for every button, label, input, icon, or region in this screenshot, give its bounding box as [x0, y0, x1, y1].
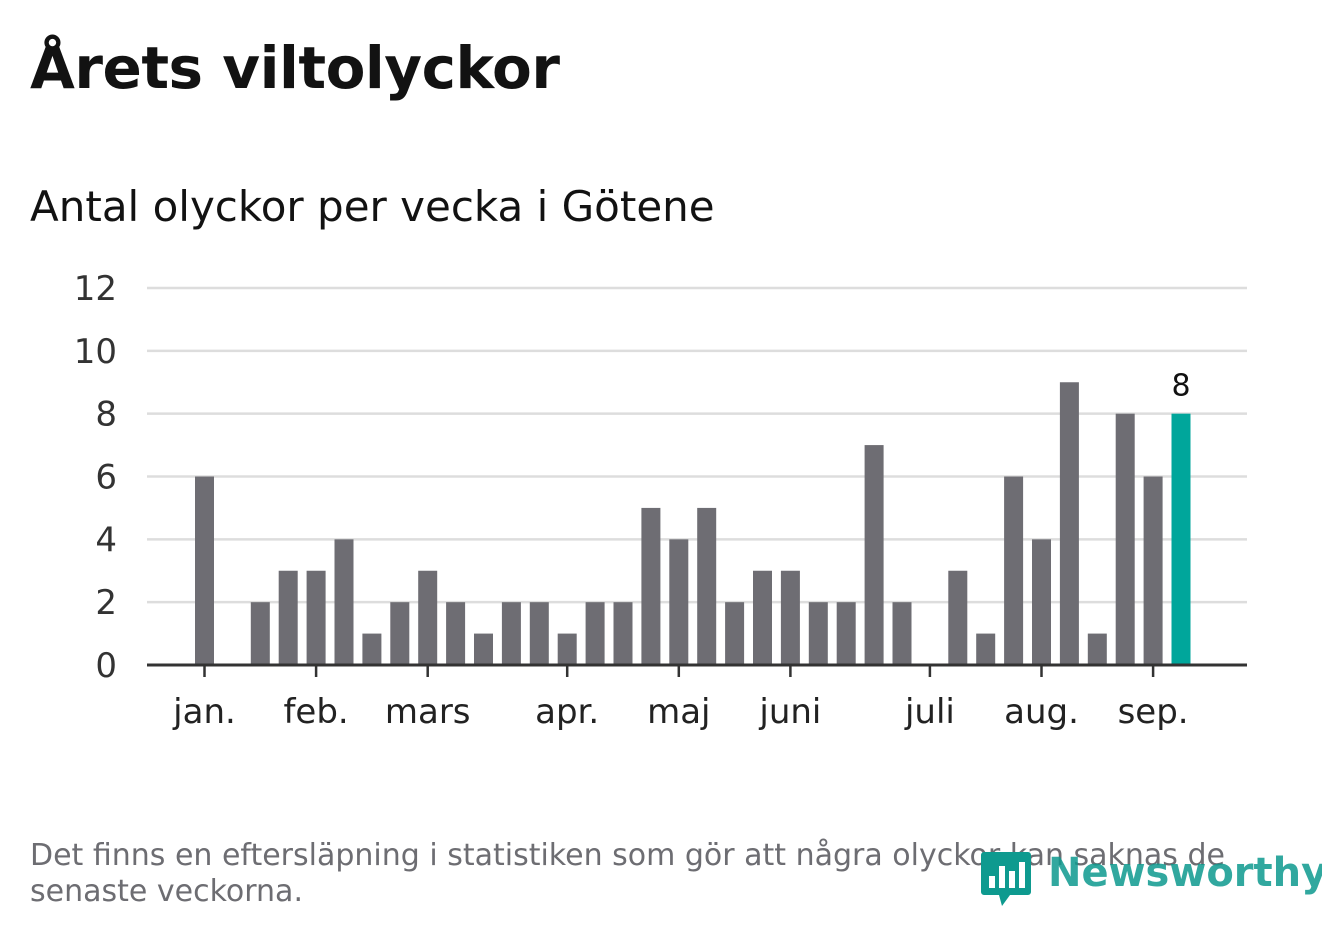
bar	[1143, 476, 1163, 665]
bar	[1115, 413, 1135, 665]
bar	[780, 570, 800, 665]
bar	[836, 602, 856, 665]
bar	[585, 602, 605, 665]
bar	[669, 539, 689, 665]
bar-highlight	[1171, 413, 1191, 665]
bar	[725, 602, 745, 665]
bar	[474, 633, 493, 665]
bar-chart: 0 2 4 6 8 10 12 8 jan. feb. mars apr. maj juni juli aug…	[74, 269, 1247, 732]
x-tick-label: apr.	[535, 692, 599, 732]
bar	[1087, 633, 1107, 665]
bar	[613, 602, 633, 665]
bar	[501, 602, 521, 665]
bar	[697, 507, 717, 665]
bar	[557, 633, 577, 665]
bar	[278, 570, 298, 665]
bar	[864, 445, 884, 665]
chart-subtitle: Antal olyckor per vecka i Götene	[30, 182, 715, 231]
data-label: 8	[1171, 369, 1190, 404]
x-tick-label: sep.	[1118, 692, 1189, 732]
bar	[753, 570, 772, 665]
bar	[892, 602, 912, 665]
bar	[529, 602, 549, 665]
bar	[808, 602, 828, 665]
logo-text: Newsworthy	[1048, 850, 1322, 896]
bar	[641, 507, 661, 665]
bar	[306, 570, 326, 665]
bar-chart-speech-bubble-icon	[981, 852, 1031, 906]
x-tick-label: juli	[904, 692, 955, 732]
x-tick-label: maj	[647, 692, 710, 732]
x-tick-label: feb.	[283, 692, 348, 732]
x-tick-label: jan.	[172, 692, 236, 732]
x-tick-label: mars	[385, 692, 471, 732]
bar	[976, 633, 996, 665]
bar	[948, 570, 968, 665]
bar	[1032, 539, 1051, 665]
y-tick-label: 4	[95, 520, 117, 560]
x-tick-label: aug.	[1004, 692, 1079, 732]
y-tick-label: 12	[74, 269, 117, 309]
y-tick-label: 8	[95, 395, 117, 435]
y-tick-label: 10	[74, 332, 117, 372]
bar	[250, 602, 270, 665]
bar	[390, 602, 410, 665]
bar	[1004, 476, 1024, 665]
bar	[362, 633, 382, 665]
bar	[195, 476, 214, 665]
bar	[334, 539, 354, 665]
chart-title: Årets viltolyckor	[30, 34, 560, 102]
bar	[418, 570, 438, 665]
bar	[446, 602, 466, 665]
bar	[1059, 382, 1079, 665]
x-tick-label: juni	[758, 692, 821, 732]
y-tick-label: 0	[95, 646, 117, 686]
y-tick-label: 2	[95, 583, 117, 623]
y-tick-label: 6	[95, 458, 117, 498]
